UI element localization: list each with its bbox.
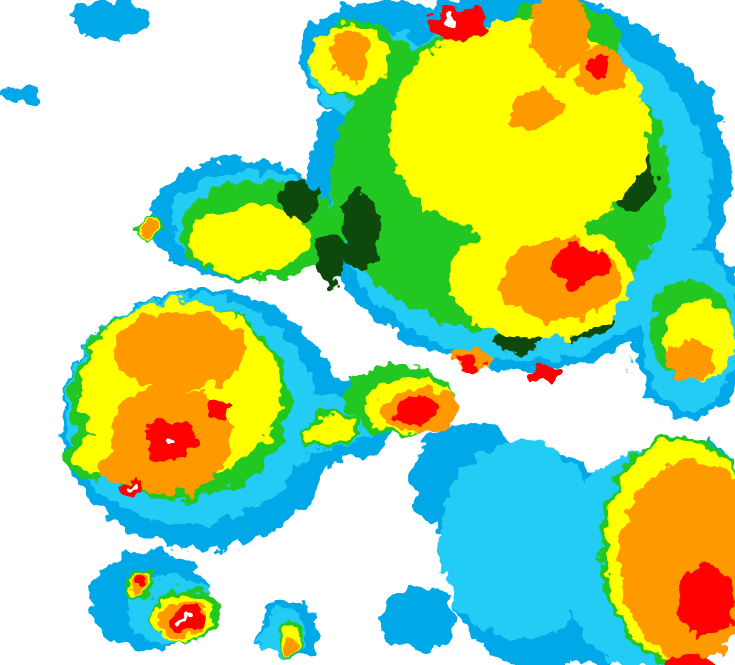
precipitation-cell-level-7 — [430, 7, 490, 43]
precipitation-cell-level-7 — [675, 565, 735, 635]
precipitation-cell-level-1 — [0, 85, 40, 105]
precipitation-cell-level-7 — [530, 367, 560, 383]
precipitation-cell-level-6 — [115, 310, 245, 390]
precipitation-cell-level-4 — [315, 235, 345, 285]
precipitation-cell-level-2 — [440, 440, 600, 640]
precipitation-cell-level-6 — [140, 220, 160, 236]
precipitation-cell-level-7 — [458, 358, 482, 372]
precipitation-cell-level-5 — [190, 205, 310, 275]
precipitation-cell-level-6 — [665, 340, 715, 380]
precipitation-cell-level-7 — [664, 655, 716, 665]
precipitation-cell-level-6 — [510, 90, 560, 130]
precipitation-cell-level-4 — [280, 180, 320, 220]
precipitation-cell-level-7 — [552, 245, 608, 285]
precipitation-cell-level-8 — [131, 485, 139, 491]
precipitation-cell-level-1 — [70, 0, 150, 40]
precipitation-cell-level-1 — [380, 590, 460, 650]
precipitation-cell-level-8 — [444, 15, 456, 25]
precipitation-cell-level-7 — [135, 577, 145, 593]
precipitation-cell-level-8 — [181, 617, 189, 623]
precipitation-cell-level-6 — [95, 456, 145, 484]
precipitation-cell-level-8 — [170, 436, 180, 444]
precipitation-cell-level-7 — [208, 400, 232, 420]
precipitation-cell-level-7 — [174, 608, 206, 632]
precipitation-cell-level-4 — [340, 190, 380, 270]
precipitation-cell-level-7 — [393, 396, 437, 424]
precipitation-cell-level-7 — [590, 53, 610, 77]
precipitation-cell-level-6 — [530, 0, 590, 70]
precipitation-cell-level-6 — [330, 30, 370, 80]
precipitation-cell-level-6 — [282, 635, 298, 655]
precipitation-cell-level-5 — [305, 416, 355, 444]
